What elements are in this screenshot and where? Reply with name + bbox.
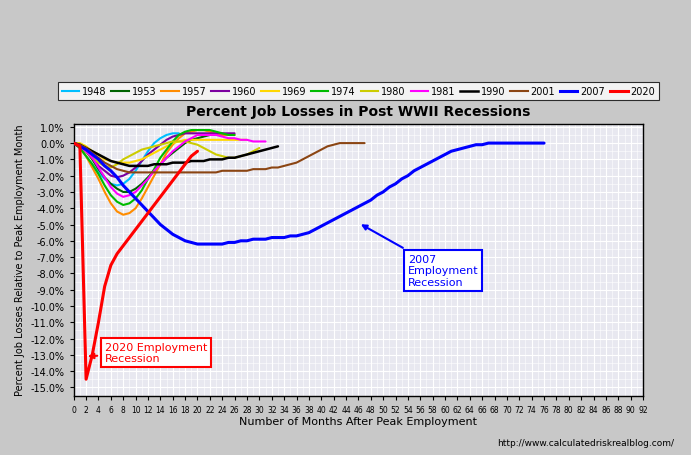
Legend: 1948, 1953, 1957, 1960, 1969, 1974, 1980, 1981, 1990, 2001, 2007, 2020: 1948, 1953, 1957, 1960, 1969, 1974, 1980…	[58, 83, 659, 101]
Text: 2020 Employment
Recession: 2020 Employment Recession	[90, 342, 207, 364]
Title: Percent Job Losses in Post WWII Recessions: Percent Job Losses in Post WWII Recessio…	[186, 105, 531, 119]
Y-axis label: Percent Job Losses Relative to Peak Employment Month: Percent Job Losses Relative to Peak Empl…	[15, 125, 25, 395]
Text: http://www.calculatedriskrealblog.com/: http://www.calculatedriskrealblog.com/	[498, 438, 674, 447]
Text: 2007
Employment
Recession: 2007 Employment Recession	[363, 226, 479, 288]
X-axis label: Number of Months After Peak Employment: Number of Months After Peak Employment	[239, 416, 477, 426]
